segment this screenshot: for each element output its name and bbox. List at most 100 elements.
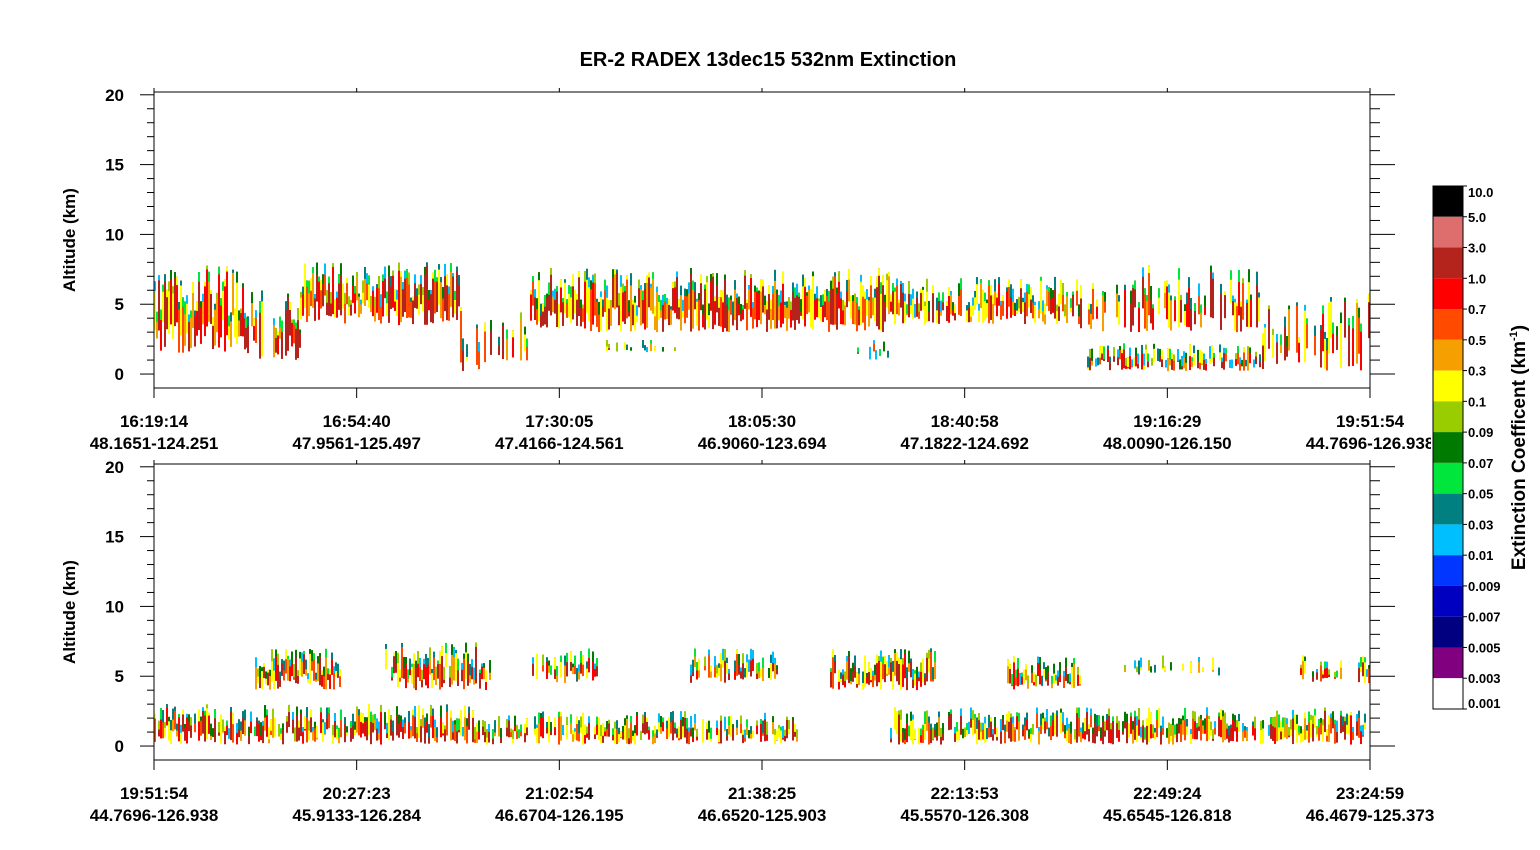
curtain-column	[1150, 286, 1152, 324]
curtain-column	[684, 711, 686, 738]
curtain-edge	[325, 648, 327, 658]
y-tick-label: 20	[105, 86, 124, 105]
curtain-column	[686, 289, 688, 318]
curtain-edge	[1116, 716, 1118, 724]
curtain-edge	[388, 265, 390, 277]
curtain-edge	[696, 298, 698, 302]
curtain-edge	[978, 713, 980, 721]
curtain-column	[372, 714, 374, 733]
curtain-edge	[1011, 674, 1013, 685]
curtain-column	[1028, 284, 1030, 308]
curtain-edge	[702, 304, 704, 315]
curtain-column	[1090, 708, 1092, 728]
curtain-edge	[212, 317, 214, 326]
curtain-edge	[421, 670, 423, 681]
curtain-edge	[1181, 355, 1183, 367]
curtain-edge	[466, 718, 468, 727]
curtain-column	[397, 652, 399, 688]
curtain-column	[320, 280, 322, 309]
curtain-column	[890, 658, 892, 682]
curtain-edge	[230, 312, 232, 322]
curtain-edge	[432, 708, 434, 717]
curtain-edge	[718, 663, 720, 668]
curtain-edge	[1042, 712, 1044, 719]
curtain-edge	[162, 284, 164, 292]
curtain-column	[422, 286, 424, 311]
curtain-edge	[596, 716, 598, 725]
curtain-edge	[834, 655, 836, 661]
curtain-edge	[840, 672, 842, 679]
curtain-column	[772, 716, 774, 735]
curtain-edge	[267, 669, 269, 673]
curtain-edge	[1174, 724, 1176, 735]
curtain-edge	[714, 296, 716, 302]
curtain-column	[662, 717, 664, 732]
curtain-edge	[634, 725, 636, 734]
curtain-column	[790, 301, 792, 328]
curtain-edge	[326, 707, 328, 719]
curtain-column	[1164, 281, 1166, 309]
curtain-column	[658, 294, 660, 320]
curtain-edge	[1220, 283, 1222, 294]
curtain-column	[644, 283, 646, 330]
curtain-edge	[832, 649, 834, 658]
curtain-edge	[1193, 345, 1195, 354]
curtain-column	[441, 646, 443, 688]
curtain-edge	[770, 299, 772, 310]
curtain-column	[758, 290, 760, 320]
curtain-column	[1193, 345, 1195, 366]
curtain-edge	[443, 666, 445, 680]
colorbar-tick-label: 0.09	[1468, 425, 1493, 440]
curtain-edge	[748, 285, 750, 290]
curtain-column	[1126, 713, 1128, 744]
curtain-column	[322, 719, 324, 743]
curtain-edge	[182, 297, 184, 307]
curtain-column	[1238, 269, 1240, 316]
curtain-column	[914, 670, 916, 686]
curtain-column	[694, 282, 696, 310]
curtain-column	[1190, 297, 1192, 331]
curtain-edge	[566, 652, 568, 663]
curtain-edge	[326, 290, 328, 303]
curtain-edge	[1159, 348, 1161, 357]
curtain-column	[269, 669, 271, 690]
curtain-edge	[1201, 352, 1203, 364]
curtain-edge	[1166, 728, 1168, 738]
curtain-edge	[1136, 716, 1138, 726]
curtain-edge	[798, 292, 800, 297]
curtain-edge	[1182, 715, 1184, 721]
curtain-column	[184, 301, 186, 346]
curtain-edge	[692, 280, 694, 290]
curtain-column	[922, 286, 924, 311]
curtain-column	[402, 719, 404, 740]
curtain-column	[722, 290, 724, 332]
curtain-column	[638, 279, 640, 308]
curtain-edge	[313, 653, 315, 660]
curtain-edge	[566, 299, 568, 303]
curtain-column	[356, 706, 358, 733]
curtain-column	[412, 296, 414, 325]
curtain-edge	[926, 652, 928, 658]
curtain-edge	[612, 728, 614, 735]
curtain-column	[1092, 727, 1094, 743]
curtain-column	[960, 278, 962, 316]
curtain-edge	[948, 711, 950, 717]
curtain-column	[1248, 269, 1250, 327]
curtain-edge	[1062, 712, 1064, 723]
curtain-edge	[444, 725, 446, 730]
curtain-edge	[934, 724, 936, 730]
curtain-edge	[890, 658, 892, 663]
x-tick-label: 23:24:59	[1336, 784, 1404, 803]
curtain-edge	[1090, 303, 1092, 314]
curtain-column	[314, 721, 316, 742]
curtain-column	[1025, 664, 1027, 681]
curtain-edge	[374, 714, 376, 720]
curtain-column	[1044, 717, 1046, 734]
curtain-column	[1062, 283, 1064, 312]
curtain-edge	[360, 299, 362, 305]
curtain-edge	[456, 266, 458, 271]
curtain-edge	[228, 728, 230, 739]
curtain-column	[924, 711, 926, 740]
curtain-column	[1130, 290, 1132, 332]
curtain-edge	[756, 287, 758, 292]
